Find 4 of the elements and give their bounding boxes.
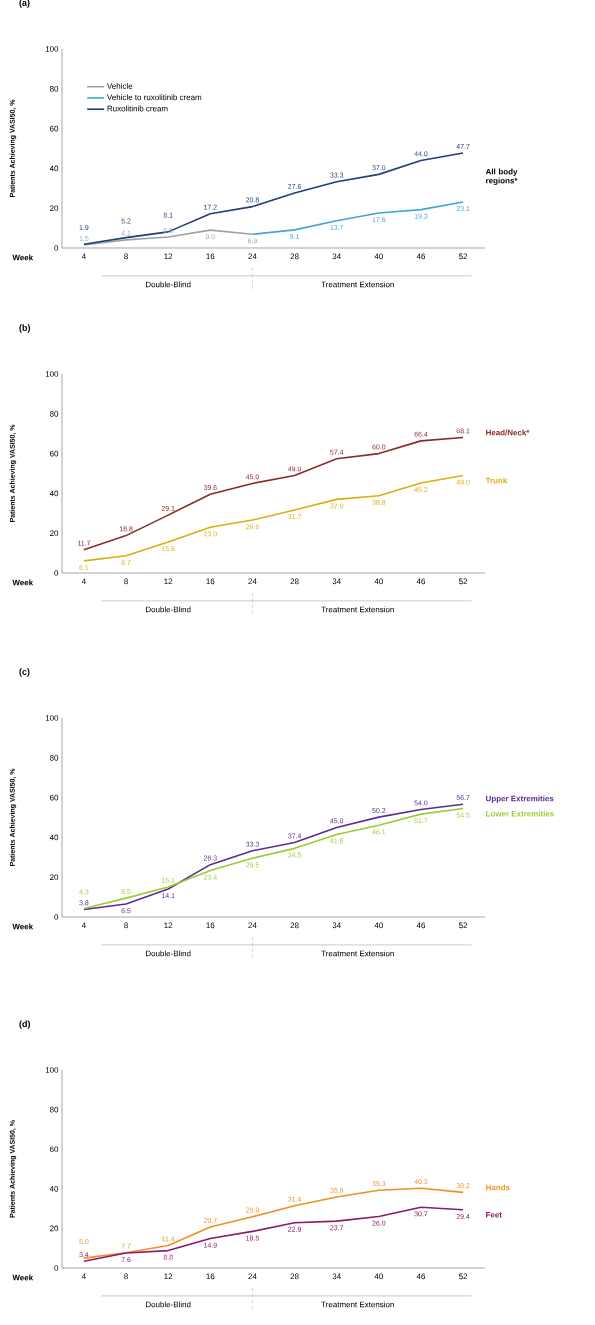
chart-title: (c) (19, 668, 30, 677)
chart-title: (a) (19, 0, 30, 8)
chart-title: (b) (19, 324, 30, 333)
chart-title: (d) (19, 1020, 30, 1029)
